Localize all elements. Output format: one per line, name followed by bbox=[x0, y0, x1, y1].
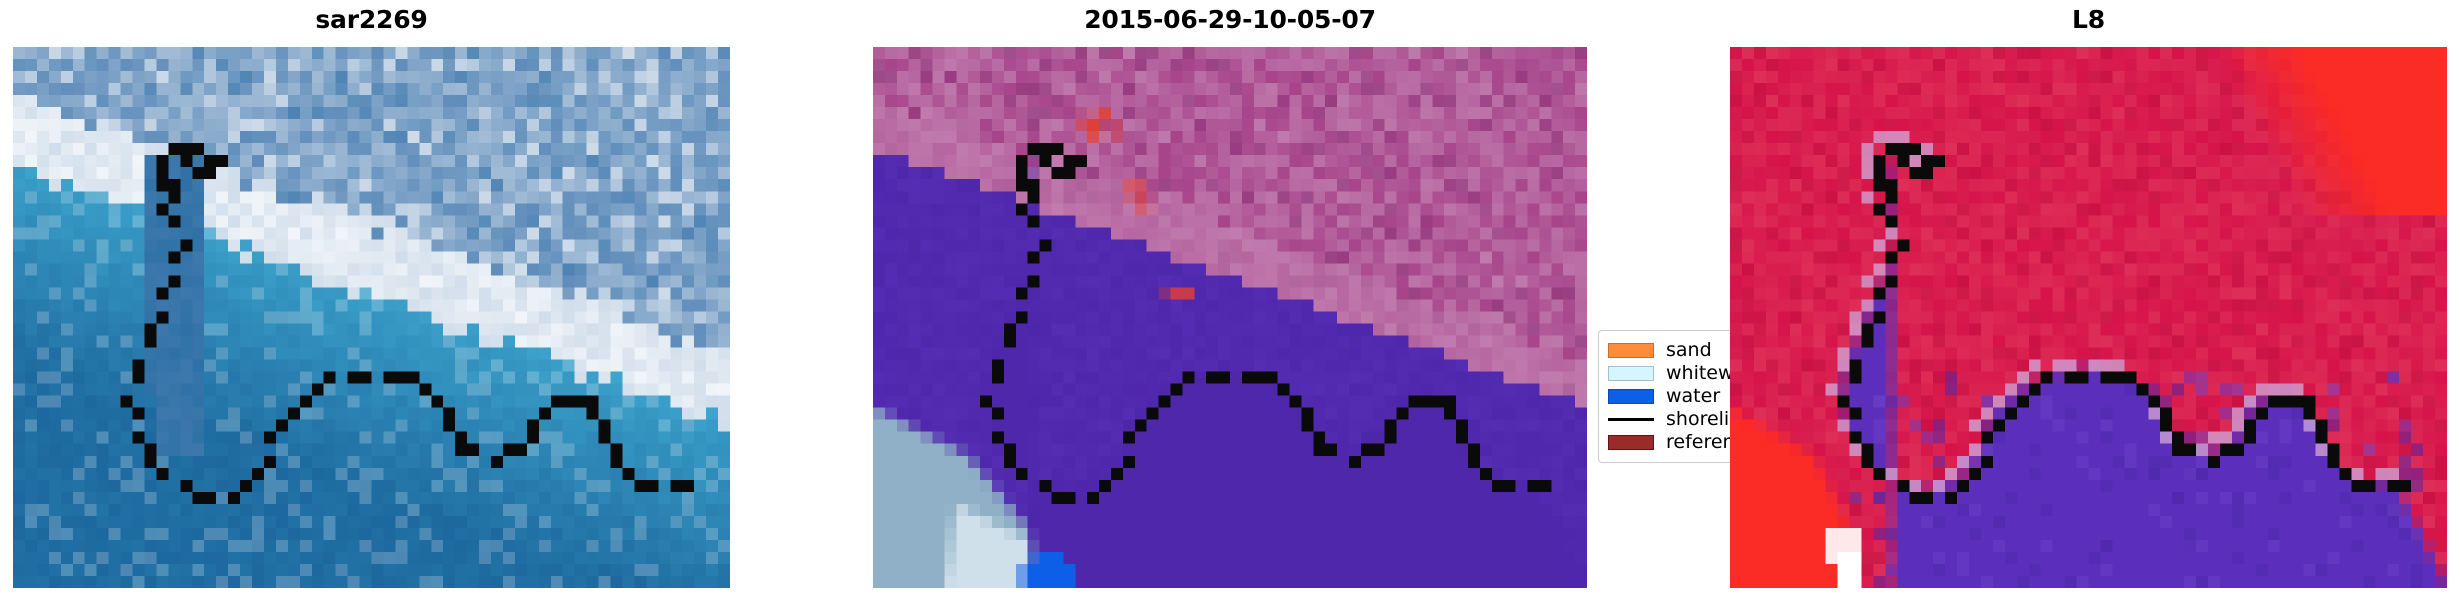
rgb-image-panel bbox=[873, 47, 1587, 588]
panel-title-l8: L8 bbox=[2072, 5, 2105, 34]
water-color-swatch bbox=[1608, 389, 1654, 404]
legend-label-water: water bbox=[1666, 385, 1721, 407]
sand-color-swatch bbox=[1608, 343, 1654, 358]
legend-row-water: water bbox=[1608, 386, 1756, 407]
legend-row-sand: sand bbox=[1608, 340, 1756, 361]
reference-color-swatch bbox=[1608, 435, 1654, 450]
shoreline-line-swatch bbox=[1608, 412, 1654, 427]
whitewater-color-swatch bbox=[1608, 366, 1654, 381]
sar-image-panel bbox=[13, 47, 730, 588]
panel-title-rgb: 2015-06-29-10-05-07 bbox=[1084, 5, 1376, 34]
panel-title-sar: sar2269 bbox=[315, 5, 428, 34]
l8-image-panel bbox=[1730, 47, 2447, 588]
legend-label-sand: sand bbox=[1666, 339, 1712, 361]
